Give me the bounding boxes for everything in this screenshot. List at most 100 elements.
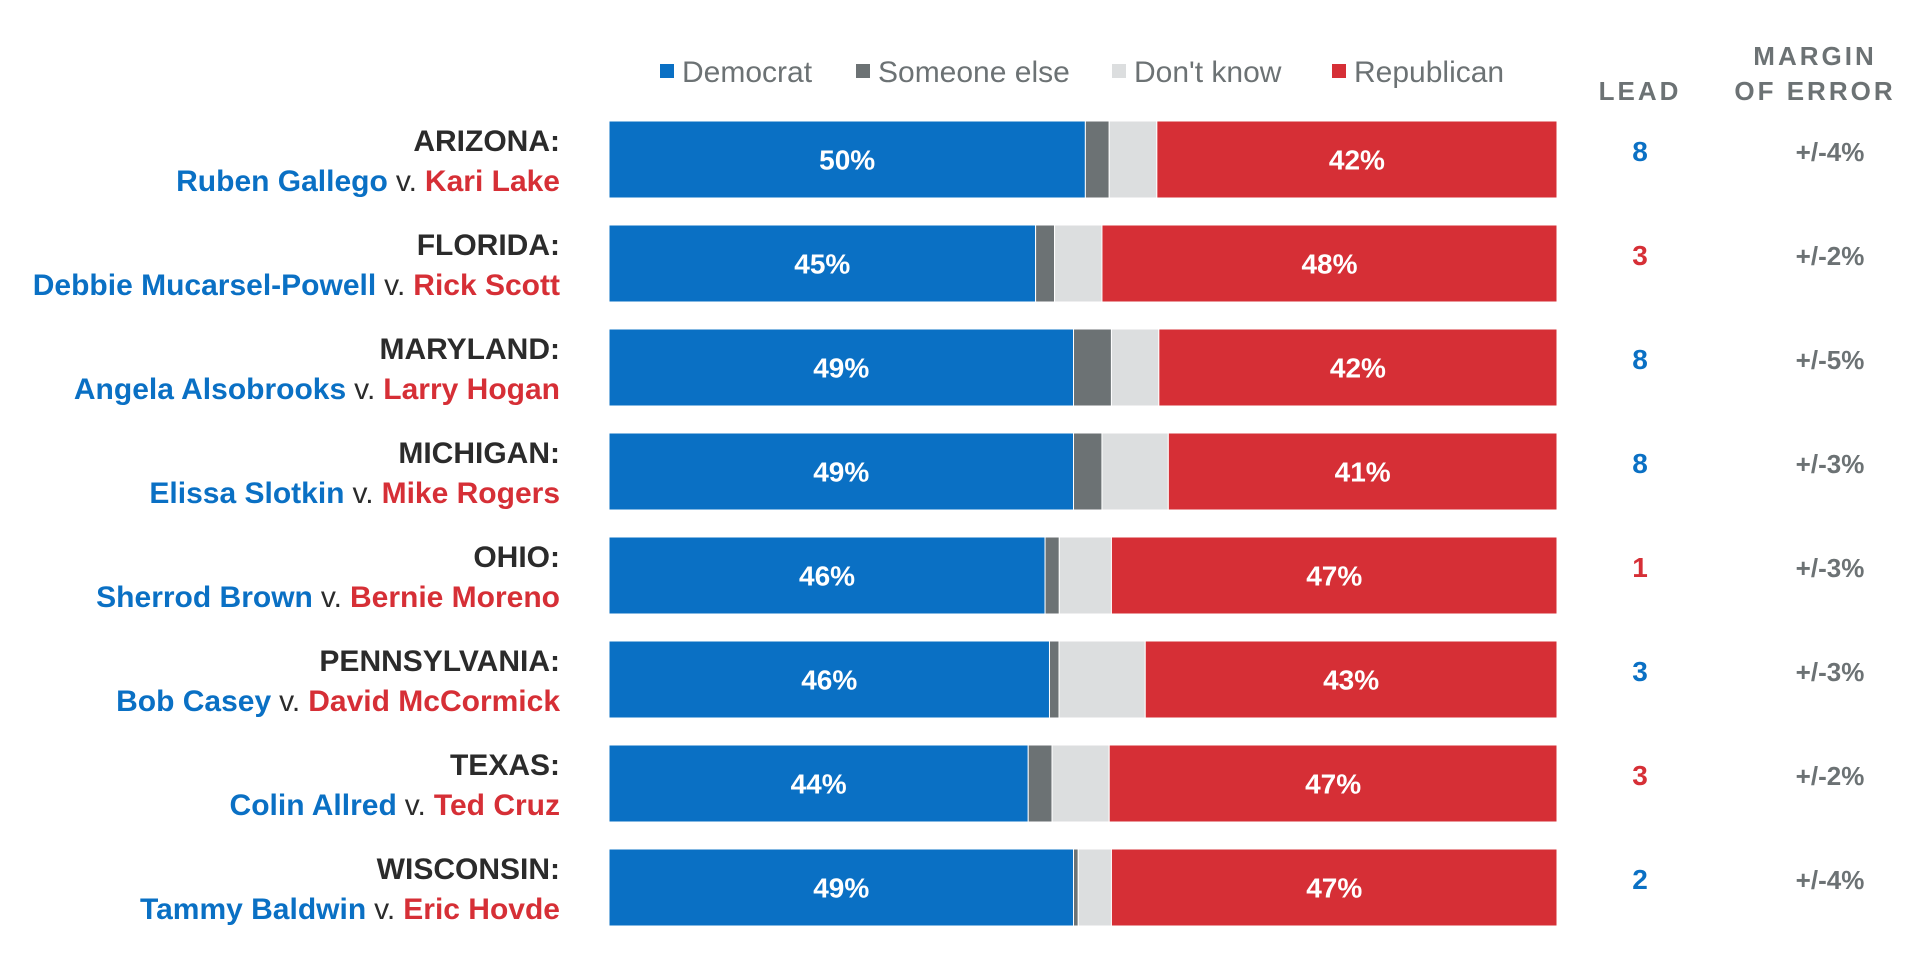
state-label: FLORIDA: — [417, 229, 560, 262]
bar-segment-dont-know — [1058, 640, 1146, 719]
bar-segment-dont-know — [1051, 744, 1110, 823]
republican-value-label: 47% — [1306, 873, 1362, 904]
bar-segment-republican — [1158, 328, 1558, 407]
bar-segment-dont-know — [1108, 120, 1158, 199]
republican-candidate: Bernie Moreno — [350, 581, 560, 614]
margin-of-error-value: +/-3% — [1796, 449, 1865, 479]
democrat-candidate: Debbie Mucarsel-Powell — [33, 269, 376, 302]
bar-segment-dont-know — [1058, 536, 1112, 615]
versus-label: v. — [279, 685, 300, 718]
bar-segment-democrat — [608, 848, 1075, 927]
bar-segment-dont-know — [1101, 432, 1169, 511]
bar-segment-someone-else — [1027, 744, 1053, 823]
democrat-value-label: 46% — [801, 665, 857, 696]
margin-of-error-value: +/-4% — [1796, 137, 1865, 167]
margin-of-error-value: +/-3% — [1796, 553, 1865, 583]
bar-segment-someone-else — [1048, 640, 1060, 719]
margin-of-error-value: +/-2% — [1796, 761, 1865, 791]
state-label: PENNSYLVANIA: — [319, 645, 560, 678]
republican-candidate: Rick Scott — [413, 269, 560, 302]
bar-segment-someone-else — [1084, 120, 1110, 199]
margin-of-error-header-line1: MARGIN — [1753, 41, 1876, 71]
state-label: OHIO: — [473, 541, 560, 574]
state-label: ARIZONA: — [413, 125, 560, 158]
bar-segment-democrat — [608, 224, 1037, 303]
versus-label: v. — [396, 165, 417, 198]
legend-swatch-democrat — [660, 64, 674, 78]
bar-segment-someone-else — [1073, 848, 1079, 927]
margin-of-error-value: +/-4% — [1796, 865, 1865, 895]
democrat-value-label: 49% — [813, 353, 869, 384]
democrat-value-label: 49% — [813, 457, 869, 488]
republican-candidate: Eric Hovde — [403, 893, 560, 926]
margin-of-error-value: +/-3% — [1796, 657, 1865, 687]
bar-segment-dont-know — [1054, 224, 1103, 303]
republican-value-label: 41% — [1335, 457, 1391, 488]
bar-segment-republican — [1101, 224, 1558, 303]
versus-label: v. — [353, 477, 374, 510]
bar-segment-republican — [1144, 640, 1558, 719]
versus-label: v. — [374, 893, 395, 926]
bar-segment-someone-else — [1035, 224, 1056, 303]
republican-value-label: 47% — [1306, 561, 1362, 592]
democrat-candidate: Colin Allred — [230, 789, 397, 822]
lead-value: 3 — [1632, 240, 1648, 271]
state-label: MICHIGAN: — [398, 437, 560, 470]
republican-candidate: Mike Rogers — [382, 477, 560, 510]
democrat-candidate: Bob Casey — [116, 685, 271, 718]
margin-of-error-value: +/-2% — [1796, 241, 1865, 271]
state-label: WISCONSIN: — [377, 853, 560, 886]
column-headers: LEAD MARGIN OF ERROR — [1599, 41, 1895, 106]
legend: Democrat Someone else Don't know Republican — [660, 56, 1504, 89]
bar-segment-someone-else — [1073, 432, 1103, 511]
lead-value: 1 — [1632, 552, 1648, 583]
bar-segment-republican — [1167, 432, 1558, 511]
republican-value-label: 48% — [1301, 249, 1357, 280]
bar-segment-dont-know — [1110, 328, 1160, 407]
republican-value-label: 42% — [1330, 353, 1386, 384]
bar-segment-democrat — [608, 328, 1075, 407]
lead-value: 3 — [1632, 656, 1648, 687]
democrat-candidate: Tammy Baldwin — [140, 893, 366, 926]
bar-segment-democrat — [608, 120, 1086, 199]
republican-value-label: 42% — [1329, 145, 1385, 176]
margin-of-error-value: +/-5% — [1796, 345, 1865, 375]
state-label: TEXAS: — [450, 749, 560, 782]
bar-segment-republican — [1110, 536, 1558, 615]
bar-segment-republican — [1156, 120, 1558, 199]
lead-value: 8 — [1632, 344, 1648, 375]
democrat-value-label: 50% — [819, 145, 875, 176]
bar-segment-someone-else — [1073, 328, 1112, 407]
legend-label-dont-know: Don't know — [1134, 56, 1282, 89]
bar-segment-republican — [1108, 744, 1558, 823]
democrat-value-label: 49% — [813, 873, 869, 904]
lead-value: 8 — [1632, 136, 1648, 167]
versus-label: v. — [321, 581, 342, 614]
republican-candidate: Larry Hogan — [383, 373, 560, 406]
versus-label: v. — [405, 789, 426, 822]
democrat-candidate: Angela Alsobrooks — [74, 373, 346, 406]
democrat-value-label: 44% — [791, 769, 847, 800]
democrat-value-label: 46% — [799, 561, 855, 592]
margin-of-error-header-line2: OF ERROR — [1734, 76, 1895, 106]
bar-segment-democrat — [608, 744, 1029, 823]
legend-label-democrat: Democrat — [682, 56, 813, 89]
republican-value-label: 43% — [1323, 665, 1379, 696]
lead-value: 8 — [1632, 448, 1648, 479]
republican-candidate: Ted Cruz — [434, 789, 560, 822]
democrat-candidate: Sherrod Brown — [96, 581, 313, 614]
democrat-candidate: Elissa Slotkin — [149, 477, 344, 510]
state-label: MARYLAND: — [379, 333, 560, 366]
legend-label-republican: Republican — [1354, 56, 1504, 89]
bar-segment-republican — [1110, 848, 1558, 927]
lead-value: 3 — [1632, 760, 1648, 791]
